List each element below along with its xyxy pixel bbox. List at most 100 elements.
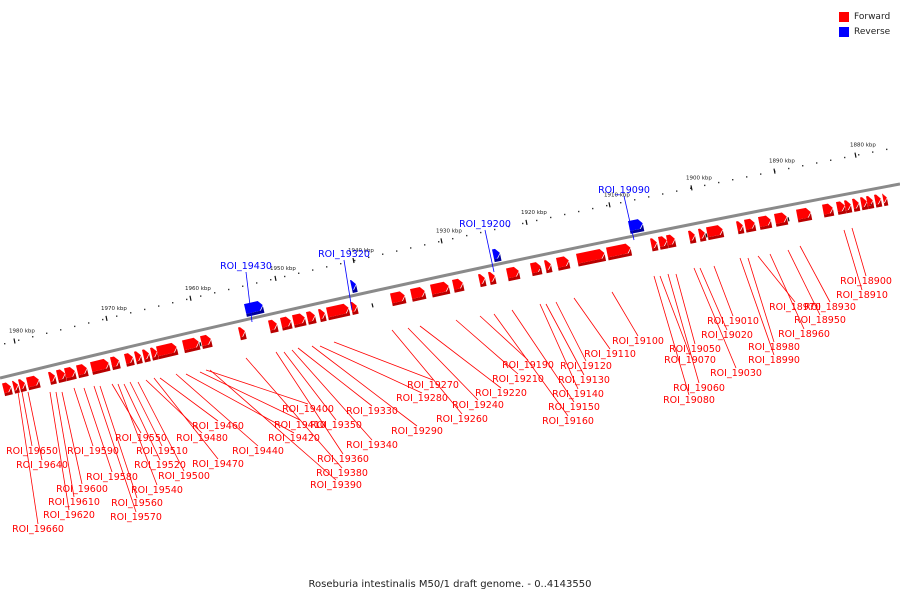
- leader-line: [185, 373, 295, 434]
- leader-line: [205, 369, 309, 405]
- feature-label: ROI_19060: [673, 383, 725, 394]
- leader-line: [159, 377, 219, 422]
- forward-feature: [390, 291, 407, 307]
- leader-line: [693, 267, 737, 369]
- leader-line: [291, 349, 373, 441]
- feature-label: ROI_19400: [282, 404, 334, 415]
- forward-feature-body: [2, 382, 11, 394]
- ruler-dot: [130, 312, 132, 314]
- forward-feature-shadow: [490, 276, 497, 286]
- leader-line: [843, 229, 863, 291]
- ruler-dot: [522, 222, 524, 225]
- forward-feature-body: [544, 260, 551, 271]
- ruler-dot: [60, 329, 62, 331]
- leader-line: [311, 345, 418, 427]
- leader-line: [391, 329, 463, 415]
- leader-line: [123, 383, 161, 461]
- forward-feature-body: [882, 193, 887, 204]
- forward-feature: [882, 193, 889, 207]
- leader-line: [545, 303, 585, 376]
- ruler-tick: [690, 185, 693, 191]
- forward-feature: [318, 308, 327, 323]
- forward-feature-shadow: [659, 241, 669, 250]
- forward-feature-body: [688, 230, 695, 241]
- ruler-dot: [718, 181, 720, 184]
- ruler-dot: [214, 292, 216, 294]
- ruler-dot: [816, 162, 818, 164]
- forward-feature: [650, 238, 659, 252]
- forward-feature-shadow: [112, 361, 121, 371]
- ruler-dot: [312, 269, 314, 271]
- leader-line: [153, 377, 219, 460]
- forward-feature-body: [488, 271, 495, 283]
- leader-line: [137, 381, 185, 472]
- feature-label: ROI_19330: [346, 406, 398, 417]
- forward-feature-shadow: [699, 233, 707, 242]
- feature-label: ROI_19210: [492, 374, 544, 385]
- feature-label: ROI_19440: [232, 446, 284, 457]
- leader-line: [129, 381, 163, 447]
- forward-feature-body: [306, 311, 315, 322]
- forward-feature: [200, 334, 213, 349]
- leader-line: [297, 347, 373, 407]
- leader-line: [699, 267, 728, 331]
- forward-feature-shadow: [126, 358, 135, 367]
- forward-feature-body: [200, 334, 211, 347]
- forward-feature: [506, 266, 521, 282]
- feature-label: ROI_19100: [612, 336, 664, 347]
- forward-feature-body: [836, 201, 845, 212]
- reverse-feature-shadow: [494, 253, 502, 263]
- forward-feature-body: [478, 274, 485, 285]
- forward-feature-body: [18, 379, 26, 390]
- ruler-dot: [186, 298, 188, 301]
- forward-feature: [860, 197, 869, 211]
- leader-line: [713, 265, 734, 317]
- ruler-dot: [564, 213, 566, 216]
- forward-feature-shadow: [20, 383, 27, 393]
- ruler-tick: [608, 202, 611, 208]
- ruler-tick-label: 1930 kbp: [436, 228, 462, 234]
- forward-feature-body: [48, 371, 56, 383]
- forward-feature-shadow: [608, 248, 633, 261]
- reverse-feature-body: [492, 248, 500, 260]
- forward-feature-shadow: [78, 369, 89, 379]
- leader-line: [17, 391, 39, 525]
- ruler-dot: [88, 322, 90, 324]
- leader-line: [747, 257, 775, 343]
- forward-feature: [698, 228, 707, 242]
- ruler-dot: [46, 332, 48, 334]
- forward-feature-body: [280, 316, 291, 328]
- forward-feature-body: [744, 218, 755, 230]
- ruler-tick: [105, 315, 108, 322]
- forward-feature-shadow: [454, 283, 465, 293]
- genome-mark: [199, 342, 202, 347]
- ruler-dot: [886, 148, 888, 151]
- feature-label: ROI_19160: [542, 416, 594, 427]
- feature-label: ROI_19550: [115, 433, 167, 444]
- leader-line: [61, 391, 83, 485]
- forward-feature: [576, 248, 607, 267]
- forward-feature-body: [758, 215, 771, 227]
- feature-label: ROI_19110: [584, 349, 636, 360]
- ruler-tick-label: 1950 kbp: [270, 266, 296, 272]
- feature-label: ROI_19610: [48, 497, 100, 508]
- feature-label: ROI_19080: [663, 395, 715, 406]
- forward-feature-shadow: [837, 206, 847, 215]
- ruler-dot: [4, 343, 6, 345]
- feature-label: ROI_19280: [396, 393, 448, 404]
- ruler-dot: [144, 308, 146, 311]
- forward-feature-shadow: [508, 271, 521, 282]
- leader-line: [757, 255, 796, 303]
- forward-feature: [76, 364, 89, 379]
- forward-feature-body: [134, 351, 141, 362]
- forward-feature: [736, 221, 745, 235]
- feature-label: ROI_19580: [86, 472, 138, 483]
- forward-feature-shadow: [845, 205, 853, 214]
- forward-feature-shadow: [158, 347, 179, 360]
- leader-line: [484, 229, 495, 273]
- legend-forward-label: Forward: [854, 11, 891, 22]
- leader-line: [623, 195, 635, 241]
- leader-line: [493, 313, 569, 417]
- forward-feature: [822, 203, 835, 218]
